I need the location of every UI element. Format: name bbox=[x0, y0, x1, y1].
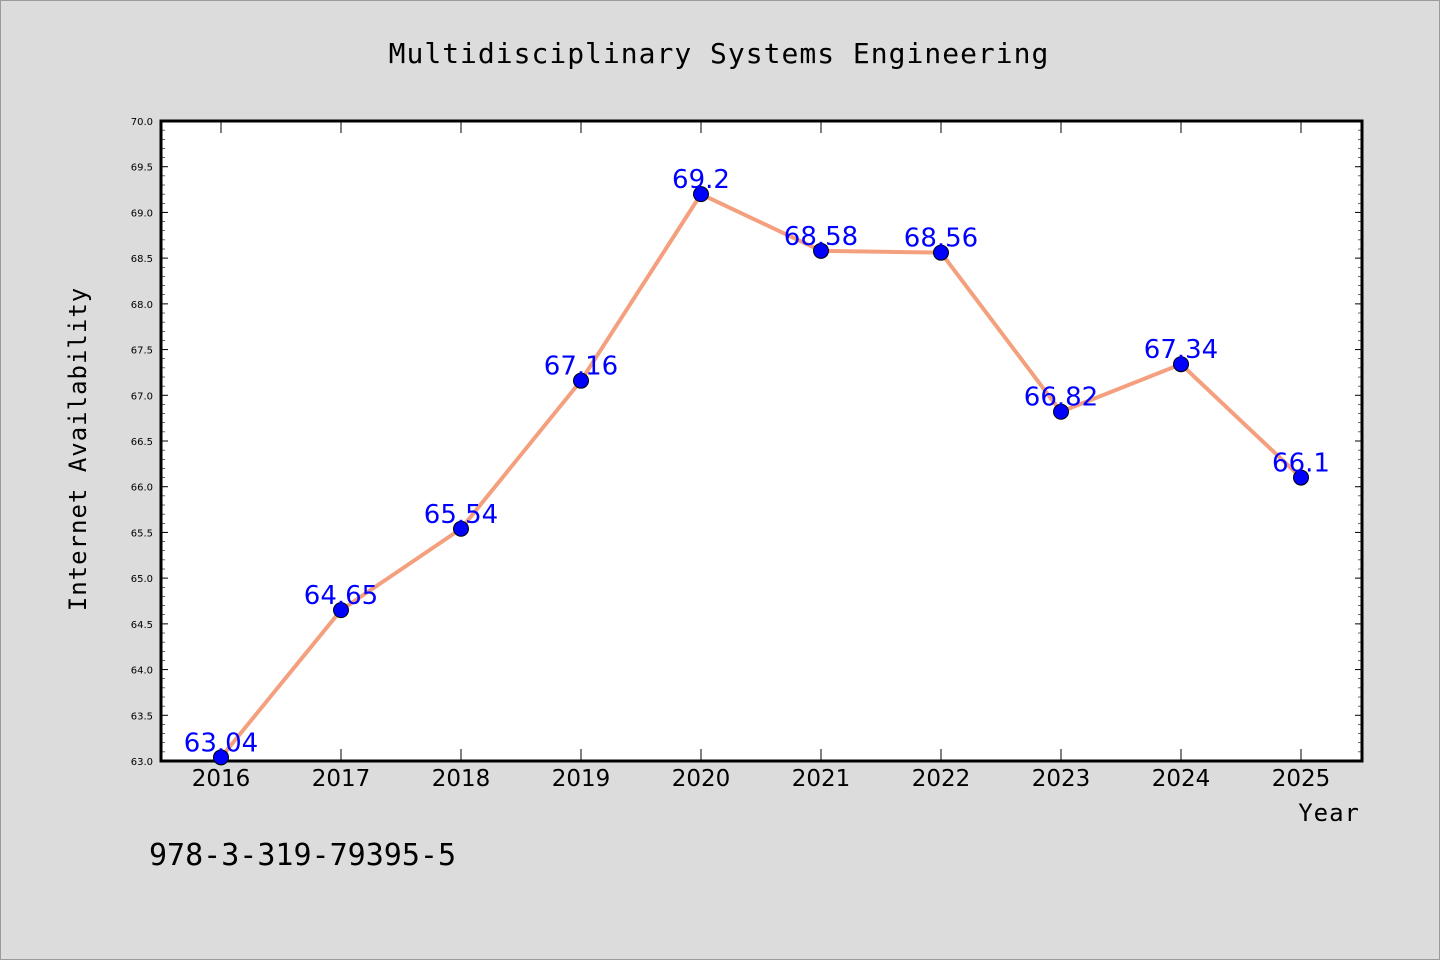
y-tick-label: 65.5 bbox=[131, 528, 153, 539]
data-label: 63.04 bbox=[184, 728, 258, 758]
x-tick-label: 2021 bbox=[792, 766, 851, 792]
data-label: 65.54 bbox=[424, 500, 498, 530]
data-point bbox=[693, 186, 709, 203]
data-label: 67.34 bbox=[1144, 335, 1218, 365]
x-tick-label: 2022 bbox=[912, 766, 971, 792]
y-axis-label: Internet Availability bbox=[64, 287, 92, 611]
y-axis: 63.0 63.5 64.0 64.5 65.0 65.5 66.0 66.5 67.0 67.5… bbox=[131, 117, 1362, 768]
y-tick-label: 65.0 bbox=[131, 574, 153, 585]
isbn-footer: 978-3-319-79395-5 bbox=[149, 838, 456, 873]
y-tick-label: 69.0 bbox=[131, 208, 153, 219]
series-layer: 63.04 64.65 65.54 67.16 69.2 68.58 68.56 66.82 6… bbox=[184, 165, 1330, 766]
x-tick-label: 2025 bbox=[1272, 766, 1331, 792]
y-tick-label: 66.5 bbox=[131, 437, 153, 448]
x-tick-label: 2020 bbox=[672, 766, 731, 792]
x-tick-label: 2024 bbox=[1152, 766, 1211, 792]
data-point bbox=[1173, 356, 1189, 373]
data-point bbox=[453, 520, 469, 537]
x-axis-label: Year bbox=[1298, 799, 1360, 827]
chart-title: Multidisciplinary Systems Engineering bbox=[389, 37, 1050, 70]
data-point bbox=[1053, 403, 1069, 420]
data-label: 69.2 bbox=[672, 165, 730, 195]
x-tick-label: 2023 bbox=[1032, 766, 1091, 792]
data-point bbox=[933, 244, 949, 261]
series-line bbox=[219, 192, 1303, 759]
y-tick-label: 69.5 bbox=[131, 163, 153, 174]
data-point bbox=[213, 749, 229, 766]
y-tick-label: 63.5 bbox=[131, 711, 153, 722]
x-tick-label: 2017 bbox=[312, 766, 371, 792]
data-point bbox=[813, 242, 829, 259]
data-label: 64.65 bbox=[304, 581, 378, 611]
y-tick-label: 70.0 bbox=[131, 117, 153, 128]
y-tick-label: 67.5 bbox=[131, 346, 153, 357]
y-tick-label: 68.0 bbox=[131, 300, 153, 311]
data-label: 68.56 bbox=[904, 224, 978, 254]
plot-area bbox=[159, 119, 1364, 763]
x-tick-label: 2016 bbox=[192, 766, 251, 792]
data-label: 66.82 bbox=[1024, 383, 1098, 413]
data-label: 68.58 bbox=[784, 222, 858, 252]
y-tick-label: 66.0 bbox=[131, 483, 153, 494]
data-point bbox=[573, 372, 589, 389]
data-point bbox=[1293, 469, 1309, 486]
y-tick-label: 64.5 bbox=[131, 620, 153, 631]
x-tick-label: 2019 bbox=[552, 766, 611, 792]
y-tick-label: 63.0 bbox=[131, 757, 153, 768]
data-label: 66.1 bbox=[1272, 449, 1330, 479]
data-point bbox=[333, 602, 349, 619]
y-tick-label: 64.0 bbox=[131, 666, 153, 677]
y-tick-label: 68.5 bbox=[131, 254, 153, 265]
y-tick-label: 67.0 bbox=[131, 391, 153, 402]
x-tick-label: 2018 bbox=[432, 766, 491, 792]
data-label: 67.16 bbox=[544, 352, 618, 382]
